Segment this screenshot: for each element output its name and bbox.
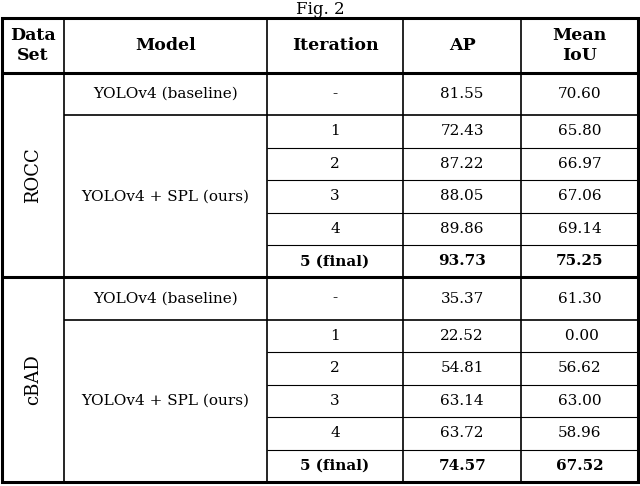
Text: 75.25: 75.25 bbox=[556, 254, 604, 268]
Text: 66.97: 66.97 bbox=[557, 157, 602, 171]
Text: YOLOv4 + SPL (ours): YOLOv4 + SPL (ours) bbox=[81, 394, 250, 408]
Text: Iteration: Iteration bbox=[292, 37, 378, 54]
Text: 69.14: 69.14 bbox=[557, 222, 602, 236]
Text: 3: 3 bbox=[330, 394, 340, 408]
Text: 35.37: 35.37 bbox=[440, 292, 484, 306]
Text: Fig. 2: Fig. 2 bbox=[296, 1, 344, 18]
Text: 56.62: 56.62 bbox=[557, 362, 602, 375]
Text: 3: 3 bbox=[330, 190, 340, 203]
Text: ROCC: ROCC bbox=[24, 147, 42, 203]
Text: 93.73: 93.73 bbox=[438, 254, 486, 268]
Text: 2: 2 bbox=[330, 157, 340, 171]
Text: 1: 1 bbox=[330, 124, 340, 139]
Text: 74.57: 74.57 bbox=[438, 459, 486, 473]
Text: 0.00: 0.00 bbox=[560, 329, 599, 343]
Text: YOLOv4 (baseline): YOLOv4 (baseline) bbox=[93, 87, 238, 101]
Text: Model: Model bbox=[135, 37, 196, 54]
Text: 5 (final): 5 (final) bbox=[300, 459, 369, 473]
Text: YOLOv4 + SPL (ours): YOLOv4 + SPL (ours) bbox=[81, 190, 250, 203]
Text: -: - bbox=[332, 292, 337, 306]
Text: 63.72: 63.72 bbox=[440, 426, 484, 440]
Text: 89.86: 89.86 bbox=[440, 222, 484, 236]
Text: Data
Set: Data Set bbox=[10, 27, 56, 64]
Text: 4: 4 bbox=[330, 222, 340, 236]
Text: 58.96: 58.96 bbox=[557, 426, 601, 440]
Text: 87.22: 87.22 bbox=[440, 157, 484, 171]
Text: 67.52: 67.52 bbox=[556, 459, 604, 473]
Text: 54.81: 54.81 bbox=[440, 362, 484, 375]
Text: Mean
IoU: Mean IoU bbox=[552, 27, 607, 64]
Text: 4: 4 bbox=[330, 426, 340, 440]
Text: 88.05: 88.05 bbox=[440, 190, 484, 203]
Text: YOLOv4 (baseline): YOLOv4 (baseline) bbox=[93, 292, 238, 306]
Text: 5 (final): 5 (final) bbox=[300, 254, 369, 268]
Text: 63.14: 63.14 bbox=[440, 394, 484, 408]
Text: 22.52: 22.52 bbox=[440, 329, 484, 343]
Text: AP: AP bbox=[449, 37, 476, 54]
Text: 63.00: 63.00 bbox=[557, 394, 602, 408]
Text: 61.30: 61.30 bbox=[557, 292, 602, 306]
Text: 72.43: 72.43 bbox=[440, 124, 484, 139]
Text: -: - bbox=[332, 87, 337, 101]
Text: 2: 2 bbox=[330, 362, 340, 375]
Text: 70.60: 70.60 bbox=[557, 87, 602, 101]
Text: 1: 1 bbox=[330, 329, 340, 343]
Text: cBAD: cBAD bbox=[24, 354, 42, 405]
Text: 67.06: 67.06 bbox=[557, 190, 602, 203]
Text: 81.55: 81.55 bbox=[440, 87, 484, 101]
Text: 65.80: 65.80 bbox=[557, 124, 601, 139]
